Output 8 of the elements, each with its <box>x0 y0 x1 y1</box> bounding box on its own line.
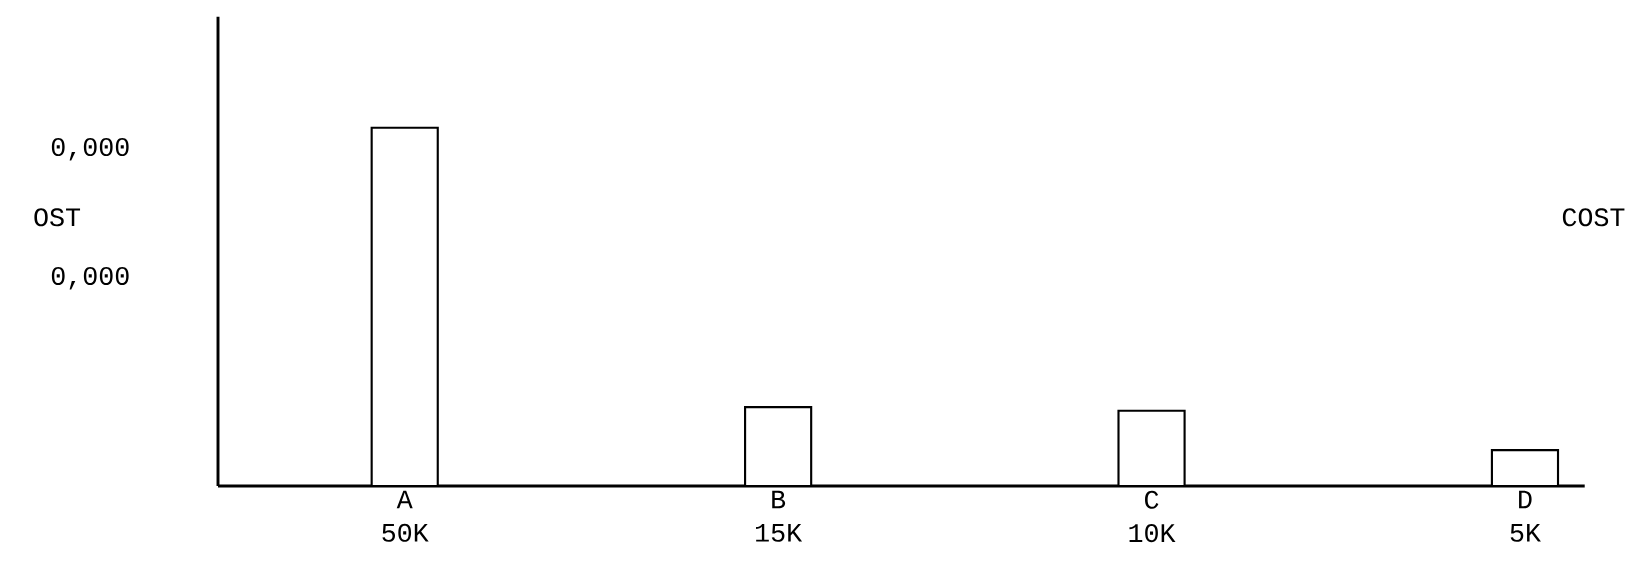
text: 0,000 <box>51 137 129 161</box>
text: 0,000 <box>51 266 129 290</box>
text: OST <box>34 208 81 227</box>
x-tick-label: B 15K <box>756 490 803 542</box>
y2-axis-title: COST <box>1562 208 1625 227</box>
x-tick-label: A 50K <box>382 490 429 542</box>
x-tick-label: C 10K <box>1129 490 1176 543</box>
x-tick-label: D 5K <box>1510 490 1541 542</box>
